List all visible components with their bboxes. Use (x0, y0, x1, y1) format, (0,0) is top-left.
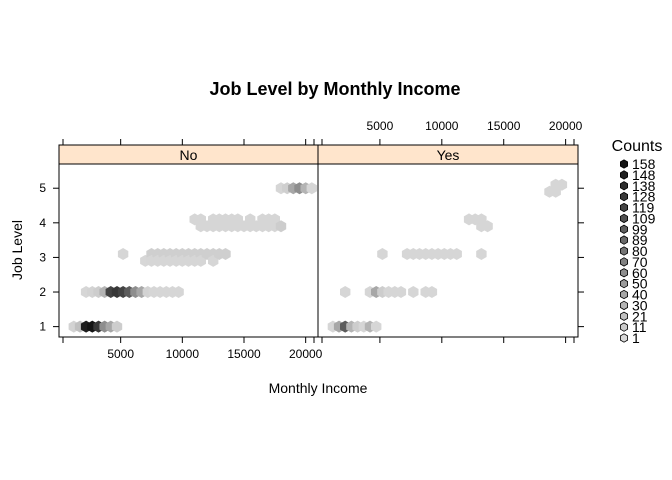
legend-label: 148 (632, 167, 656, 183)
legend: Counts 158148138128119109998980706050403… (612, 138, 663, 346)
y-tick-label: 3 (39, 250, 46, 264)
legend-label: 89 (632, 232, 648, 248)
legend-label: 70 (632, 254, 648, 270)
legend-label: 109 (632, 210, 656, 226)
legend-label: 99 (632, 221, 648, 237)
hex-cell (340, 286, 351, 298)
legend-label: 119 (632, 200, 655, 216)
hex-cell (117, 248, 129, 260)
legend-label: 50 (632, 276, 648, 292)
panel-yes: Yes 5000 10000 15000 20000 (317, 119, 584, 343)
legend-swatch (620, 289, 628, 300)
hex-cell (451, 248, 462, 260)
legend-swatch (620, 246, 628, 256)
x-tick-label-top: 15000 (487, 119, 521, 133)
legend-label: 21 (632, 308, 648, 324)
legend-swatch (620, 213, 628, 224)
legend-swatch (620, 181, 628, 191)
y-tick-label: 5 (39, 181, 46, 195)
legend-swatch (620, 202, 628, 213)
legend-swatch (620, 159, 628, 169)
legend-label: 40 (632, 287, 648, 303)
x-tick-label-bottom: 5000 (107, 347, 134, 361)
legend-swatch (620, 322, 628, 332)
legend-swatch (620, 268, 628, 278)
legend-label: 158 (632, 156, 656, 172)
panel-no: No 5000 10000 15000 20000 1 2 3 4 5 (39, 139, 323, 361)
x-tick-label-bottom: 10000 (166, 347, 200, 361)
y-tick-label: 4 (39, 216, 46, 230)
panel-border (317, 163, 579, 338)
legend-swatch (620, 224, 628, 234)
hex-cell (275, 220, 287, 233)
hex-cell (220, 248, 231, 260)
hex-cell (173, 286, 184, 298)
legend-label: 80 (632, 243, 648, 259)
x-tick-label-top: 10000 (425, 119, 459, 133)
hex-cell (476, 248, 487, 260)
legend-label: 30 (632, 297, 648, 313)
legend-swatch (620, 191, 628, 202)
legend-label: 138 (632, 178, 656, 194)
legend-swatch (620, 170, 628, 180)
hex-cell (482, 220, 493, 233)
x-axis-title: Monthly Income (269, 380, 368, 396)
legend-swatch (620, 300, 628, 311)
x-tick-label-bottom: 20000 (289, 347, 323, 361)
hex-cell (556, 178, 568, 191)
hex-cell (306, 182, 317, 195)
legend-label: 128 (632, 189, 656, 205)
hex-cell (408, 286, 419, 298)
x-tick-label-bottom: 15000 (227, 347, 261, 361)
strip-label: Yes (437, 147, 460, 163)
legend-swatch (620, 333, 628, 343)
chart-title: Job Level by Monthly Income (209, 79, 460, 99)
legend-label: 60 (632, 265, 648, 281)
hex-cell (426, 286, 438, 298)
y-tick-label: 2 (39, 285, 46, 299)
legend-swatch (620, 257, 628, 267)
legend-title: Counts (612, 138, 663, 155)
x-tick-label-top: 5000 (367, 119, 394, 133)
legend-swatch (620, 235, 628, 245)
x-tick-label-top: 20000 (549, 119, 583, 133)
hex-cell (395, 286, 407, 298)
panels-group: No 5000 10000 15000 20000 1 2 3 4 5 Yes 5000 10000 15… (39, 119, 584, 361)
hex-cell (377, 248, 388, 260)
strip-label: No (180, 147, 198, 163)
hex-cell (371, 320, 382, 333)
legend-label: 11 (632, 319, 647, 335)
hex-cell (111, 320, 123, 333)
y-axis-title: Job Level (9, 220, 25, 280)
legend-label: 1 (632, 330, 640, 346)
legend-swatch (620, 278, 628, 289)
y-tick-label: 1 (39, 320, 46, 334)
legend-swatch (620, 311, 628, 321)
